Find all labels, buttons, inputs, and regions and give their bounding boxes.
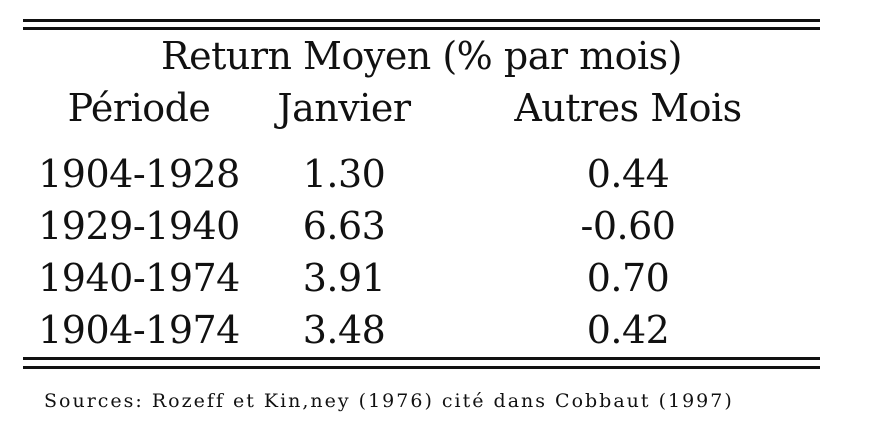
top-rule [23,19,820,22]
header-periode: Période [67,86,211,130]
cell-janvier: 1.30 [302,152,386,196]
cell-autres-mois: -0.60 [580,204,676,248]
cell-autres-mois: 0.70 [586,256,670,300]
bottom-rule [23,357,820,360]
header-janvier: Janvier [277,86,411,130]
source-note: Sources: Rozeff et Kin,ney (1976) cité d… [44,390,734,412]
cell-periode: 1904-1974 [38,308,240,352]
table-title: Return Moyen (% par mois) [161,34,682,78]
bottom-rule-inner [23,366,820,369]
top-rule-inner [23,27,820,30]
cell-periode: 1904-1928 [38,152,240,196]
cell-periode: 1929-1940 [38,204,240,248]
cell-janvier: 6.63 [302,204,386,248]
header-autres-mois: Autres Mois [514,86,742,130]
cell-autres-mois: 0.44 [586,152,670,196]
cell-periode: 1940-1974 [38,256,240,300]
cell-janvier: 3.48 [302,308,386,352]
cell-janvier: 3.91 [302,256,386,300]
cell-autres-mois: 0.42 [586,308,670,352]
